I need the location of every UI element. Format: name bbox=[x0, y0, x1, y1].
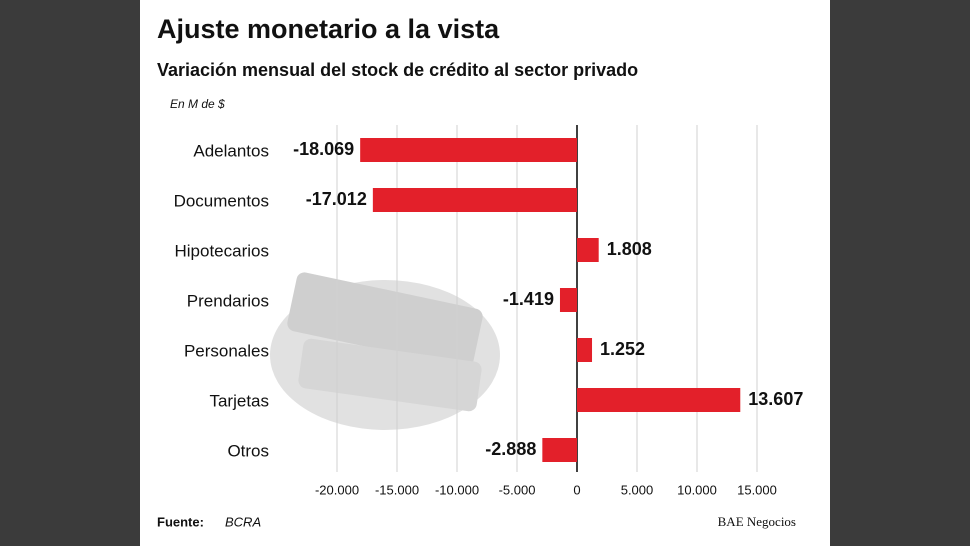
bar bbox=[559, 288, 577, 312]
chart-title: Ajuste monetario a la vista bbox=[157, 14, 500, 44]
x-tick-label: 15.000 bbox=[737, 482, 777, 497]
x-tick-label: -10.000 bbox=[435, 482, 479, 497]
y-tick-label: Adelantos bbox=[193, 141, 269, 160]
brand: BAE Negocios bbox=[718, 514, 796, 529]
value-label: -17.012 bbox=[306, 189, 367, 209]
bar bbox=[577, 238, 599, 262]
unit-label: En M de $ bbox=[170, 97, 225, 111]
x-tick-label: 10.000 bbox=[677, 482, 717, 497]
y-tick-label: Personales bbox=[184, 341, 269, 360]
bar bbox=[542, 438, 577, 462]
x-tick-label: -5.000 bbox=[499, 482, 536, 497]
value-label: 1.808 bbox=[607, 239, 652, 259]
chart-subtitle: Variación mensual del stock de crédito a… bbox=[157, 60, 638, 80]
y-tick-label: Otros bbox=[227, 441, 269, 460]
panel bbox=[140, 0, 830, 546]
bar bbox=[372, 188, 577, 212]
source-label: Fuente: bbox=[157, 514, 204, 529]
y-tick-label: Tarjetas bbox=[209, 391, 269, 410]
value-label: -1.419 bbox=[503, 289, 554, 309]
value-label: 13.607 bbox=[748, 389, 803, 409]
x-tick-label: -15.000 bbox=[375, 482, 419, 497]
x-tick-label: 5.000 bbox=[621, 482, 654, 497]
value-label: -18.069 bbox=[293, 139, 354, 159]
bar bbox=[360, 138, 577, 162]
bar bbox=[577, 388, 741, 412]
y-tick-label: Prendarios bbox=[187, 291, 269, 310]
value-label: -2.888 bbox=[485, 439, 536, 459]
source: BCRA bbox=[225, 514, 261, 529]
money-illustration bbox=[270, 272, 500, 430]
x-tick-label: 0 bbox=[573, 482, 580, 497]
value-label: 1.252 bbox=[600, 339, 645, 359]
x-tick-label: -20.000 bbox=[315, 482, 359, 497]
y-tick-label: Hipotecarios bbox=[175, 241, 270, 260]
y-tick-label: Documentos bbox=[174, 191, 269, 210]
bar bbox=[577, 338, 593, 362]
